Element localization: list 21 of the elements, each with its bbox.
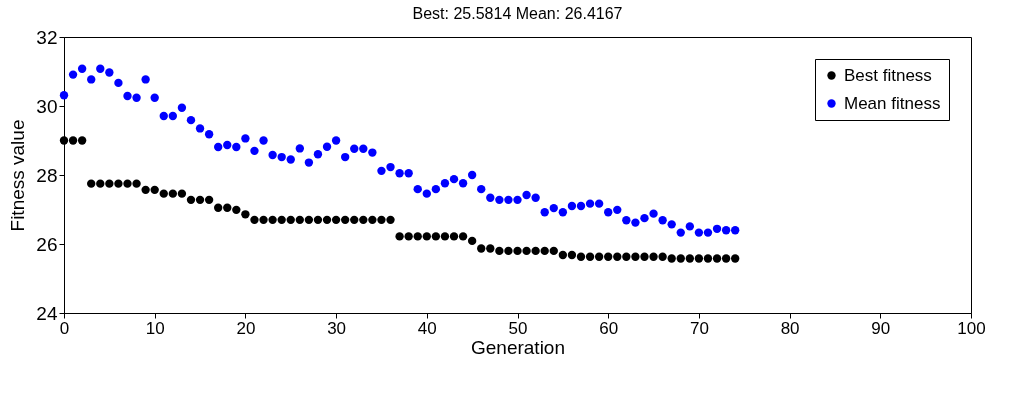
x-tick-label: 100 [957,318,986,338]
legend-label: Best fitness [844,65,932,85]
y-tick-label: 28 [36,164,58,186]
x-tick-label: 60 [599,318,619,338]
y-tick-label: 30 [36,95,58,117]
x-tick-label: 20 [236,318,256,338]
x-tick-label: 50 [508,318,528,338]
y-tick-label: 24 [36,302,58,324]
chart-title: Best: 25.5814 Mean: 26.4167 [412,5,623,22]
x-tick-label: 90 [871,318,891,338]
x-tick-label: 30 [327,318,347,338]
x-tick-label: 70 [689,318,709,338]
y-axis-title: Fitness value [7,119,29,232]
y-tick-label: 26 [36,233,58,255]
x-tick-label: 0 [59,318,70,338]
y-tick-label: 32 [36,26,58,48]
legend-label: Mean fitness [844,93,941,113]
x-tick-label: 80 [780,318,800,338]
x-tick-label: 40 [417,318,437,338]
x-axis-title: Generation [470,336,566,358]
x-tick-label: 10 [145,318,165,338]
